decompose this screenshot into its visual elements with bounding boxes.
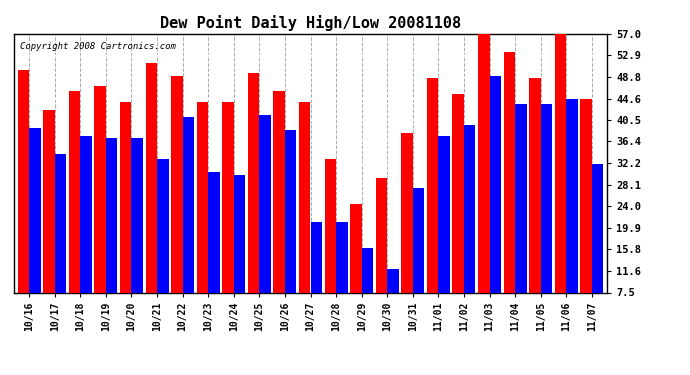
Bar	[350, 204, 362, 332]
Bar	[413, 188, 424, 332]
Bar	[310, 222, 322, 332]
Bar	[171, 76, 183, 332]
Bar	[504, 52, 515, 332]
Bar	[43, 110, 55, 332]
Bar	[69, 91, 80, 332]
Bar	[402, 133, 413, 332]
Bar	[464, 125, 475, 332]
Bar	[222, 102, 234, 332]
Bar	[208, 172, 219, 332]
Bar	[541, 104, 552, 332]
Bar	[106, 138, 117, 332]
Bar	[592, 164, 603, 332]
Bar	[515, 104, 526, 332]
Bar	[529, 78, 541, 332]
Bar	[299, 102, 310, 332]
Bar	[285, 130, 297, 332]
Bar	[259, 115, 271, 332]
Bar	[183, 117, 194, 332]
Bar	[387, 269, 399, 332]
Bar	[29, 128, 41, 332]
Bar	[376, 177, 387, 332]
Bar	[197, 102, 208, 332]
Bar	[273, 91, 285, 332]
Bar	[120, 102, 132, 332]
Bar	[489, 76, 501, 332]
Text: Copyright 2008 Cartronics.com: Copyright 2008 Cartronics.com	[20, 42, 176, 51]
Bar	[478, 34, 489, 332]
Bar	[427, 78, 438, 332]
Bar	[248, 73, 259, 332]
Bar	[362, 248, 373, 332]
Bar	[336, 222, 348, 332]
Title: Dew Point Daily High/Low 20081108: Dew Point Daily High/Low 20081108	[160, 15, 461, 31]
Bar	[566, 99, 578, 332]
Bar	[324, 159, 336, 332]
Bar	[438, 136, 450, 332]
Bar	[453, 94, 464, 332]
Bar	[157, 159, 168, 332]
Bar	[234, 175, 245, 332]
Bar	[55, 154, 66, 332]
Bar	[555, 34, 566, 332]
Bar	[80, 136, 92, 332]
Bar	[580, 99, 592, 332]
Bar	[146, 63, 157, 332]
Bar	[18, 70, 29, 332]
Bar	[95, 86, 106, 332]
Bar	[132, 138, 143, 332]
